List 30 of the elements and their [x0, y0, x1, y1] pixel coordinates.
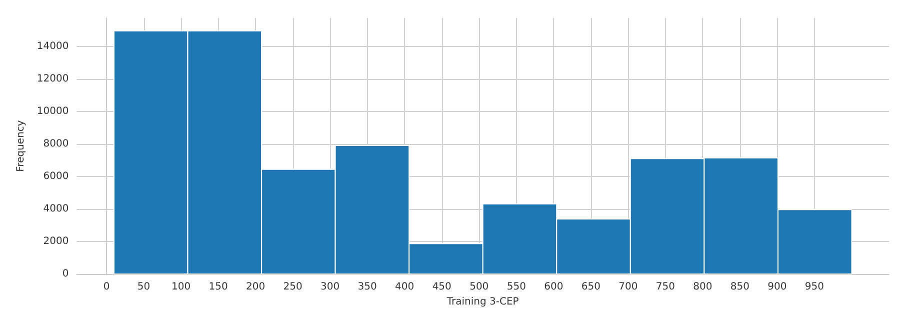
x-tick-label: 200	[246, 282, 266, 292]
x-tick-label: 600	[544, 282, 564, 292]
x-tick-label: 0	[103, 282, 110, 292]
x-tick-label: 350	[358, 282, 377, 292]
y-tick-label: 14000	[36, 40, 69, 52]
x-tick-label: 400	[395, 282, 414, 292]
x-tick-label: 800	[693, 282, 712, 292]
x-axis-title: Training 3-CEP	[446, 296, 519, 308]
x-tick-label: 100	[171, 282, 191, 292]
y-tick-label: 6000	[43, 170, 69, 182]
x-tick-label: 50	[137, 282, 150, 292]
x-tick-label: 550	[506, 282, 526, 292]
x-tick-label: 450	[432, 282, 452, 292]
y-tick-label: 2000	[43, 236, 69, 247]
y-tick-label: 0	[62, 268, 69, 280]
x-tick-label: 750	[656, 282, 675, 292]
y-axis-title: Frequency	[16, 120, 26, 172]
x-tick-label: 150	[208, 282, 228, 292]
x-tick-label: 650	[581, 282, 600, 292]
y-tick-label: 10000	[36, 106, 69, 117]
y-tick-label: 12000	[36, 73, 69, 84]
x-tick-label: 950	[804, 282, 824, 292]
y-tick-label: 4000	[43, 203, 69, 214]
x-tick-label: 300	[320, 282, 340, 292]
x-tick-label: 700	[618, 282, 638, 292]
x-tick-label: 250	[283, 282, 302, 292]
y-tick-label: 8000	[43, 138, 69, 150]
x-tick-label: 850	[730, 282, 750, 292]
x-tick-label: 500	[470, 282, 489, 292]
x-tick-label: 900	[768, 282, 787, 292]
